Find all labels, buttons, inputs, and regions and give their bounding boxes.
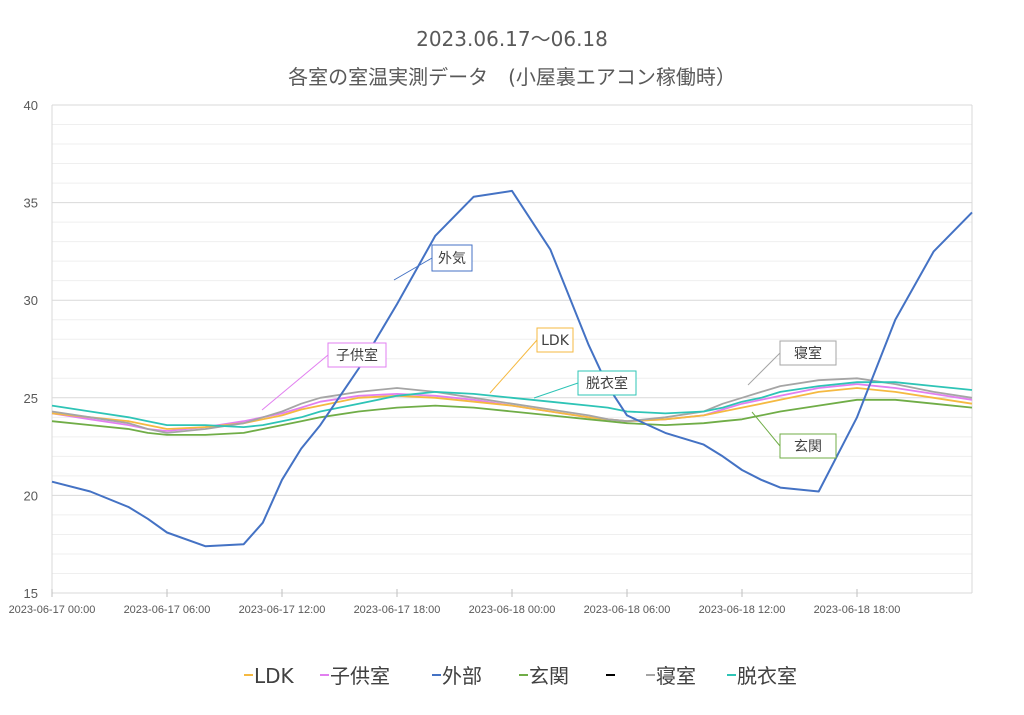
legend-item-2: 子供室 bbox=[320, 664, 390, 688]
y-axis: 15 20 25 30 35 40 bbox=[24, 98, 38, 601]
callout-box bbox=[536, 327, 574, 353]
x-tick-label: 2023-06-17 12:00 bbox=[239, 604, 326, 616]
callout-label: 寝室 bbox=[794, 345, 822, 362]
y-tick-label: 25 bbox=[24, 391, 38, 406]
grid-major bbox=[51, 104, 973, 594]
callout-1: 外気 bbox=[393, 244, 473, 281]
callout-box bbox=[327, 342, 387, 368]
callout-box bbox=[779, 340, 837, 366]
y-tick-label: 15 bbox=[24, 586, 38, 601]
x-tick-label: 2023-06-18 00:00 bbox=[469, 604, 556, 616]
y-tick-label: 35 bbox=[24, 196, 38, 211]
callout-label: 外気 bbox=[438, 251, 466, 267]
legend-label: 玄関 bbox=[529, 664, 569, 688]
callout-leader bbox=[751, 411, 781, 447]
chart-subtitle: 各室の室温実測データ (小屋裏エアコン稼働時） bbox=[288, 65, 736, 89]
callout-6: 玄関 bbox=[751, 411, 837, 459]
callout-2: LDK bbox=[489, 327, 574, 394]
chart-title: 2023.06.17～06.18 bbox=[416, 27, 608, 51]
legend-item-7: 脱衣室 bbox=[727, 664, 797, 688]
grid-minor bbox=[52, 124, 972, 574]
x-tick-label: 2023-06-17 00:00 bbox=[9, 604, 96, 616]
legend-label: 外部 bbox=[442, 664, 482, 688]
legend-label: 子供室 bbox=[330, 664, 390, 688]
x-tick-label: 2023-06-18 12:00 bbox=[699, 604, 786, 616]
legend-item-6: 寝室 bbox=[646, 664, 696, 688]
callout-leader bbox=[393, 257, 433, 281]
legend-item-3: 外部 bbox=[432, 664, 482, 688]
series-line-4 bbox=[51, 398, 973, 436]
x-tick-label: 2023-06-18 06:00 bbox=[584, 604, 671, 616]
series-line-5 bbox=[51, 377, 973, 434]
callout-box bbox=[577, 370, 637, 396]
callout-leader bbox=[747, 352, 781, 386]
callout-leader bbox=[261, 354, 329, 411]
x-tick-label: 2023-06-18 18:00 bbox=[814, 604, 901, 616]
legend-label: 脱衣室 bbox=[737, 664, 797, 688]
callout-leader bbox=[489, 339, 538, 394]
callout-3: 子供室 bbox=[261, 342, 387, 411]
x-tick-label: 2023-06-17 18:00 bbox=[354, 604, 441, 616]
legend-label: 寝室 bbox=[656, 664, 696, 688]
x-tick-label: 2023-06-17 06:00 bbox=[124, 604, 211, 616]
series-lines bbox=[51, 189, 973, 548]
series-line-6 bbox=[51, 381, 973, 429]
callout-box bbox=[779, 433, 837, 459]
callout-5: 寝室 bbox=[747, 340, 837, 386]
y-tick-label: 20 bbox=[24, 488, 38, 503]
legend-item-1: LDK bbox=[244, 664, 295, 688]
x-axis: 2023-06-17 00:00 2023-06-17 06:00 2023-06-… bbox=[9, 589, 901, 616]
callout-label: 玄関 bbox=[794, 438, 822, 455]
callout-leader bbox=[533, 382, 579, 399]
callout-label: LDK bbox=[541, 333, 570, 349]
callout-box bbox=[431, 244, 473, 272]
y-tick-label: 40 bbox=[24, 98, 38, 113]
y-tick-label: 30 bbox=[24, 293, 38, 308]
series-line-1 bbox=[51, 387, 973, 430]
chart-title-group: 2023.06.17～06.18 各室の室温実測データ (小屋裏エアコン稼働時） bbox=[288, 27, 736, 89]
legend: LDK 子供室 外部 玄関 寝室 脱衣室 bbox=[244, 664, 797, 688]
callout-4: 脱衣室 bbox=[533, 370, 637, 399]
callout-label: 脱衣室 bbox=[586, 375, 628, 392]
series-line-3 bbox=[51, 189, 973, 548]
legend-label: LDK bbox=[254, 664, 295, 688]
callout-label: 子供室 bbox=[336, 347, 378, 364]
legend-item-4: 玄関 bbox=[519, 664, 569, 688]
